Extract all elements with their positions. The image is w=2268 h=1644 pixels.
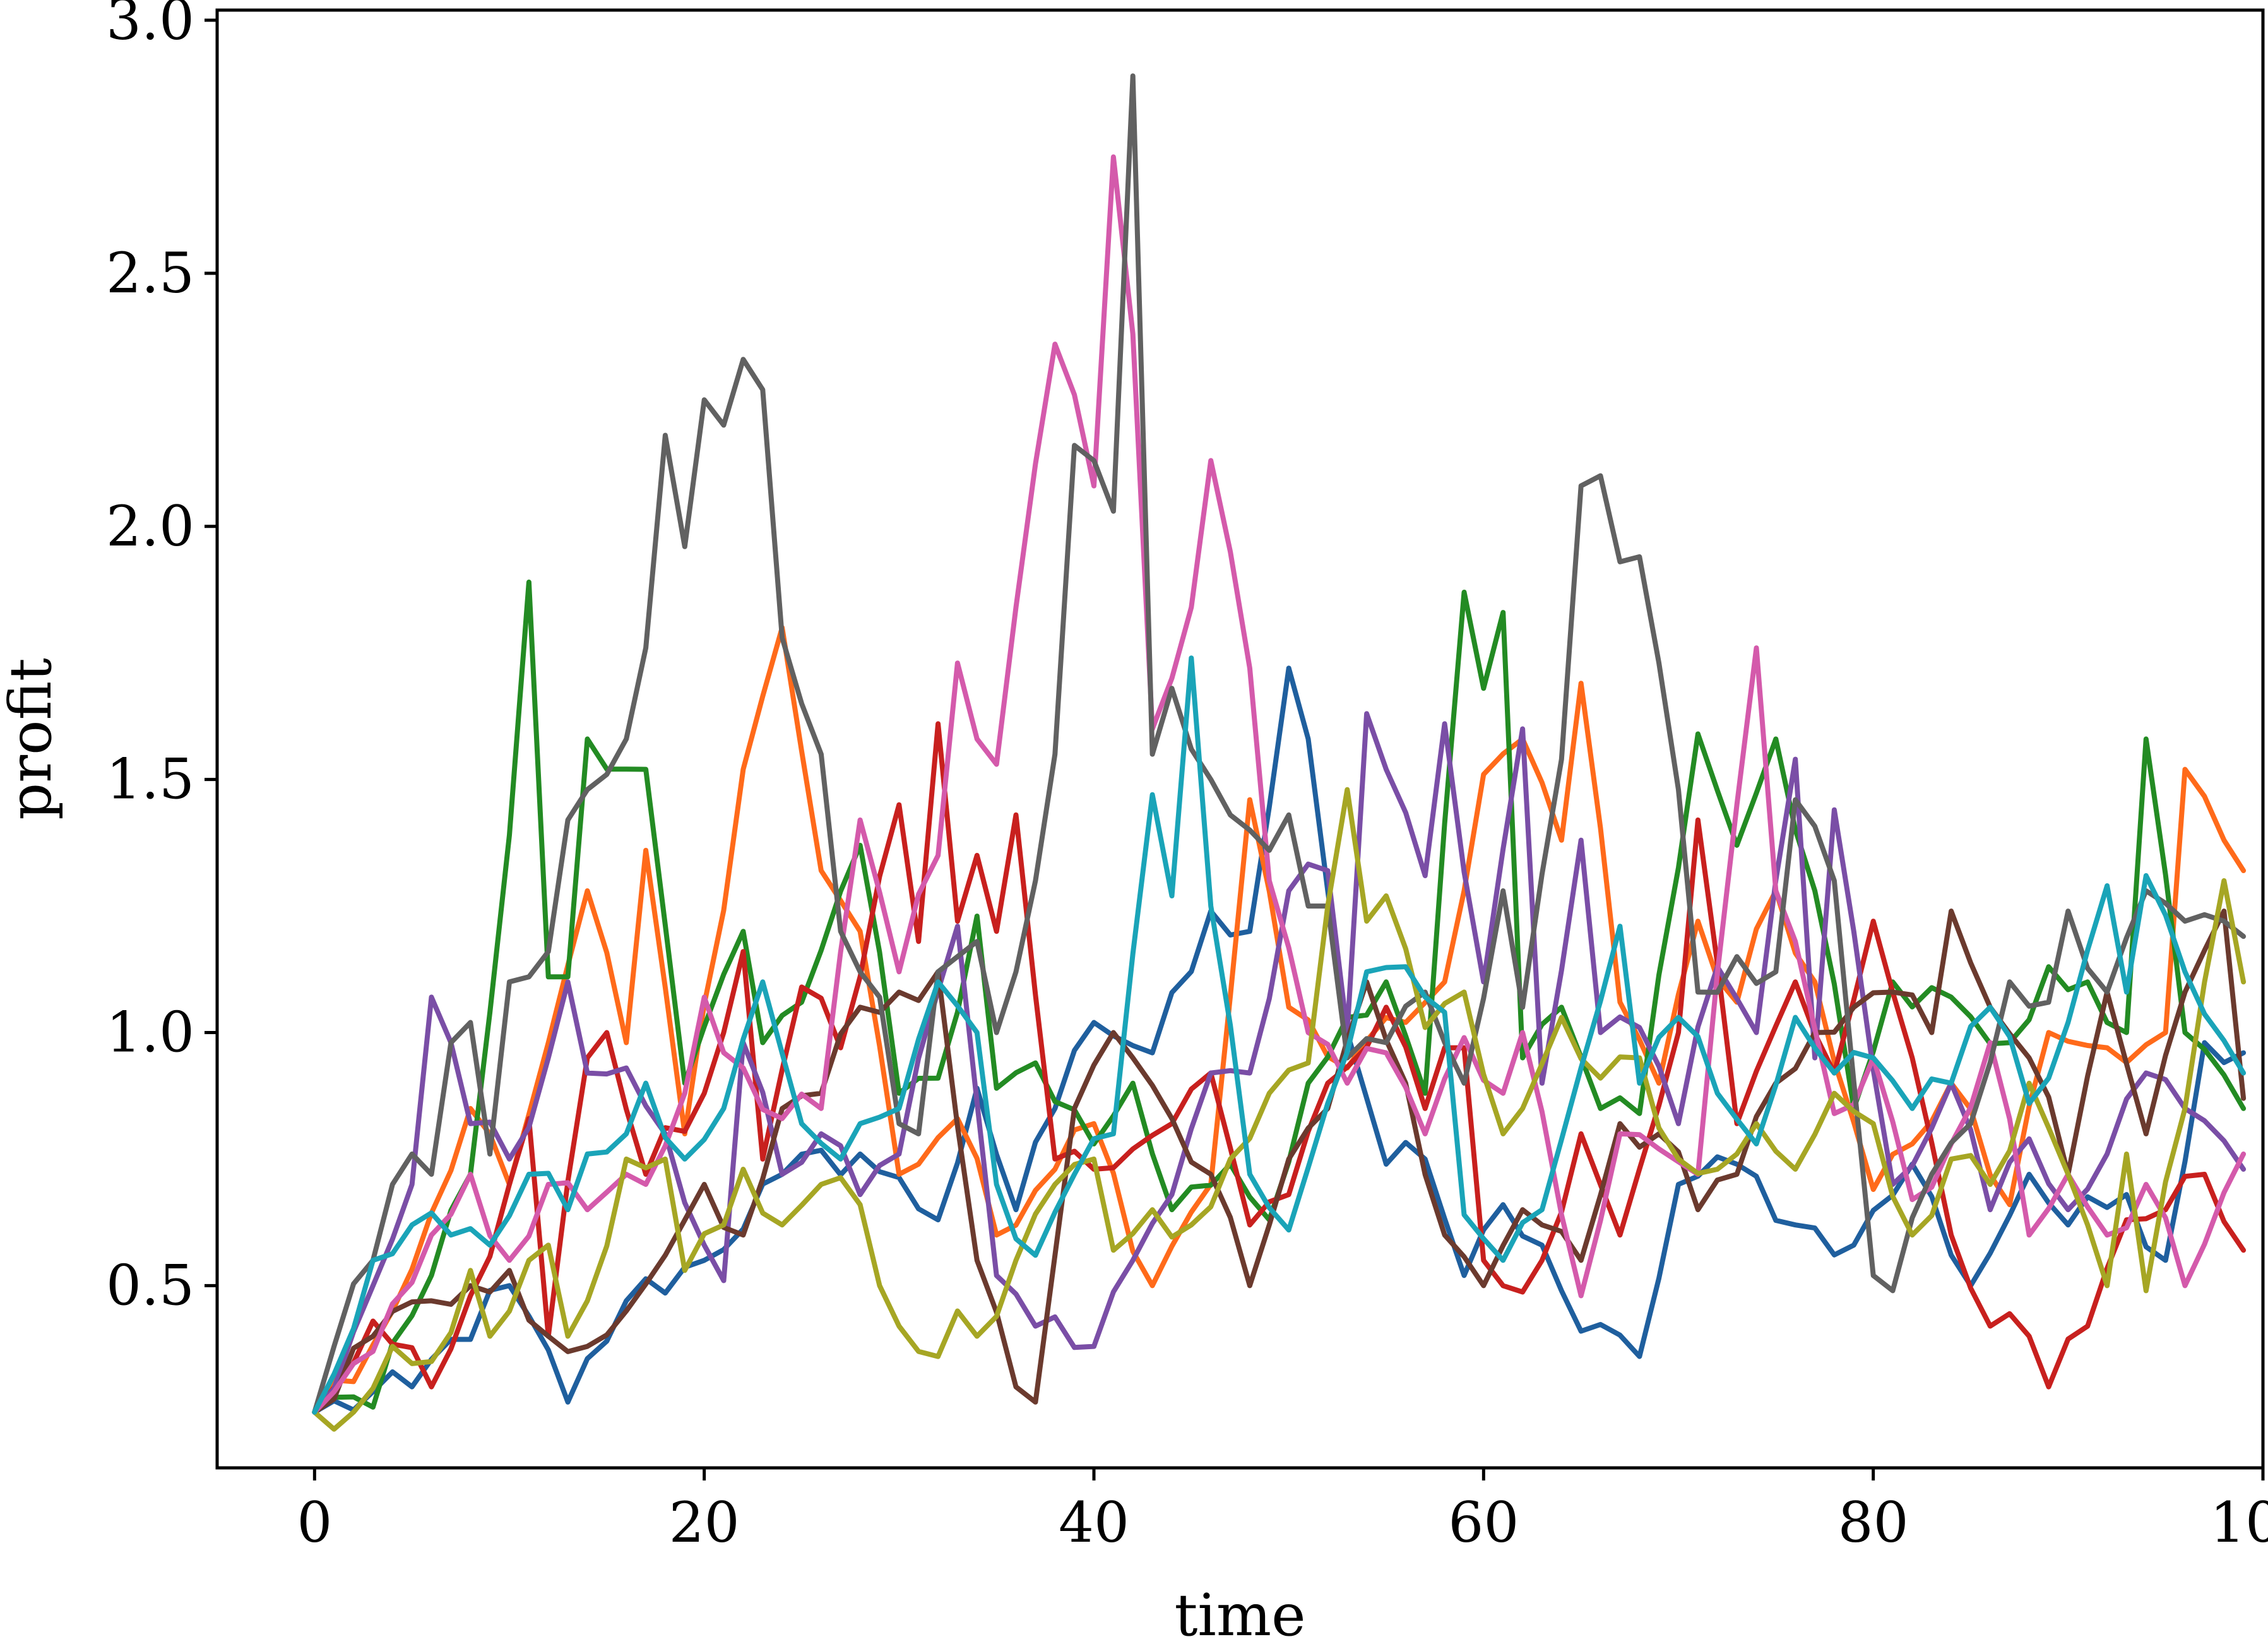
series-line-5 [312, 711, 2247, 1415]
series-line-9 [312, 787, 2247, 1432]
x-tick-label: 80 [1838, 1490, 1909, 1555]
series-line-3 [312, 580, 2247, 1415]
y-tick-label: 2.0 [106, 494, 194, 559]
y-tick-label: 0.5 [106, 1253, 194, 1318]
series-line-10 [312, 655, 2247, 1415]
series-lines [312, 73, 2247, 1432]
series-line-8 [312, 73, 2247, 1415]
y-axis: 0.5 1.0 1.5 2.0 2.5 3.0 [106, 0, 217, 1318]
y-tick-label: 1.5 [106, 747, 194, 812]
plot-frame [215, 8, 2265, 1470]
x-tick-label: 60 [1448, 1490, 1519, 1555]
x-tick-label: 20 [669, 1490, 740, 1555]
x-axis-label: time [1174, 1581, 1305, 1644]
series-line-6 [312, 908, 2247, 1415]
x-axis: 0 20 40 60 80 100 [297, 1468, 2268, 1555]
y-tick-label: 3.0 [106, 0, 194, 52]
series-line-1 [312, 665, 2247, 1415]
y-tick-label: 2.5 [106, 241, 194, 306]
x-tick-label: 100 [2210, 1490, 2268, 1555]
x-tick-label: 40 [1059, 1490, 1129, 1555]
y-tick-label: 1.0 [106, 1000, 194, 1065]
y-axis-label: profit [0, 658, 64, 820]
x-tick-label: 0 [297, 1490, 332, 1555]
series-line-7 [312, 154, 2247, 1415]
